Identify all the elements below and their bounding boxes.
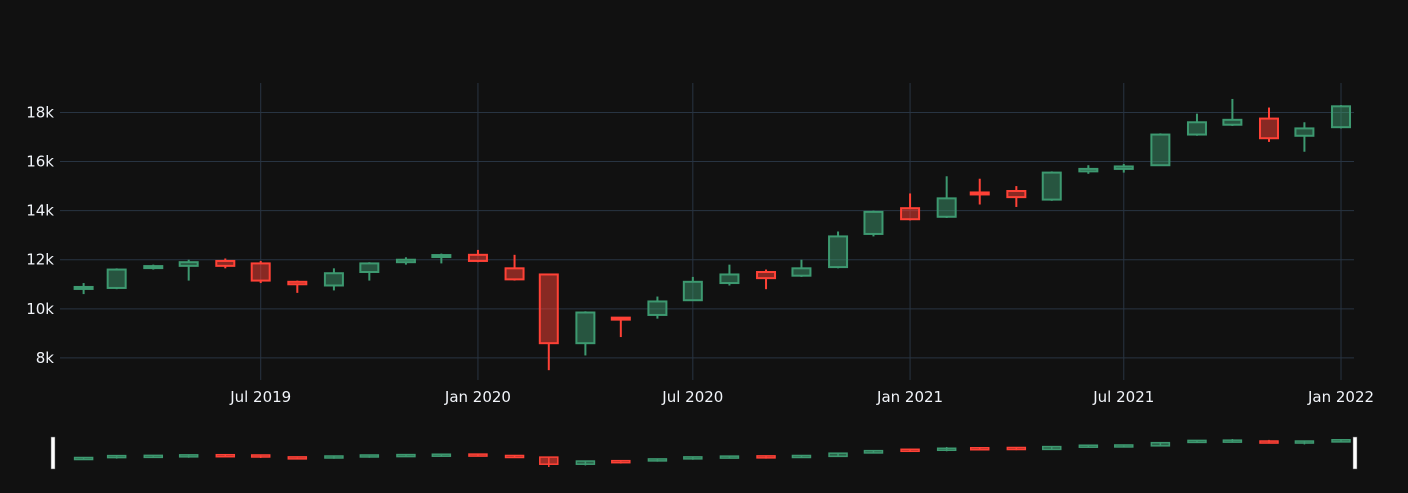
candle-increasing	[106, 268, 127, 290]
slider-candle	[324, 455, 344, 459]
slider-candle	[539, 456, 559, 467]
candle-increasing	[178, 259, 199, 281]
slider-candle	[504, 454, 525, 459]
slider-candle	[1187, 439, 1207, 444]
candle-increasing	[143, 264, 164, 270]
candle-increasing	[1041, 171, 1062, 201]
slider-candle	[250, 454, 271, 459]
slider-candle	[1259, 439, 1279, 444]
y-axis-ticks: 8k 10k 12k 14k 16k 18k	[26, 103, 54, 366]
y-tick-label: 8k	[36, 349, 55, 367]
slider-candle	[863, 449, 884, 454]
candle-increasing	[647, 296, 668, 319]
slider-candle	[1331, 439, 1351, 443]
slider-candle	[1150, 441, 1171, 447]
candle-increasing	[1222, 98, 1243, 126]
candle-decreasing	[900, 193, 921, 221]
slider-candle	[1006, 446, 1027, 451]
slider-candle	[1042, 445, 1062, 451]
candle-increasing	[719, 264, 740, 286]
slider-candle	[683, 456, 703, 460]
candle-decreasing	[756, 269, 777, 290]
x-tick-label: Jul 2019	[229, 388, 291, 406]
slider-candle	[969, 447, 990, 451]
slider-candle	[178, 454, 199, 458]
range-slider-candles	[73, 439, 1351, 467]
slider-candle	[396, 453, 416, 458]
slider-candle	[1294, 440, 1315, 445]
slider-candle	[359, 454, 380, 458]
candle-decreasing	[1258, 107, 1279, 142]
candle-increasing	[1150, 133, 1171, 167]
slider-candle	[1114, 444, 1134, 448]
candle-increasing	[431, 253, 452, 264]
candle-increasing	[863, 210, 884, 237]
slider-candle	[647, 458, 668, 462]
y-tick-label: 14k	[26, 202, 54, 220]
x-tick-label: Jan 2022	[1307, 388, 1374, 406]
slider-candle	[1222, 439, 1243, 443]
x-axis-ticks: Jul 2019 Jan 2020 Jul 2020 Jan 2021 Jul 2021…	[229, 388, 1374, 406]
candle-decreasing	[1006, 186, 1027, 207]
candle-decreasing	[610, 316, 631, 338]
range-slider[interactable]	[50, 436, 1358, 470]
slider-candle	[431, 453, 452, 457]
candle-decreasing	[538, 273, 559, 371]
candle-increasing	[791, 259, 812, 277]
slider-candle	[791, 454, 812, 459]
candle-decreasing	[215, 258, 236, 269]
candle-increasing	[575, 311, 596, 356]
slider-candle	[143, 454, 164, 459]
candle-increasing	[1113, 164, 1134, 173]
y-tick-label: 12k	[26, 251, 54, 269]
candle-increasing	[1331, 105, 1352, 129]
candle-decreasing	[504, 254, 525, 281]
slider-candle	[287, 456, 308, 460]
x-gridlines	[260, 83, 1342, 380]
candle-increasing	[323, 268, 344, 291]
slider-candle	[575, 460, 596, 466]
slider-candle	[611, 459, 631, 464]
slider-candle	[900, 448, 920, 453]
slider-candle	[719, 455, 740, 459]
candles	[73, 98, 1352, 371]
candle-decreasing	[287, 280, 308, 293]
range-slider-left-handle[interactable]	[50, 436, 56, 470]
slider-candle	[828, 452, 848, 458]
slider-candle	[106, 454, 127, 459]
x-tick-label: Jan 2020	[444, 388, 511, 406]
candle-increasing	[359, 262, 380, 281]
candle-increasing	[1186, 113, 1207, 136]
candle-increasing	[1294, 122, 1315, 152]
slider-candle	[468, 453, 488, 457]
candle-decreasing	[250, 260, 271, 284]
candle-decreasing	[969, 178, 990, 205]
slider-candle	[1078, 444, 1099, 448]
candle-increasing	[936, 176, 957, 218]
candle-increasing	[828, 231, 849, 269]
slider-candle	[73, 456, 94, 461]
slider-candle	[215, 453, 236, 458]
slider-candle	[936, 446, 957, 452]
x-tick-label: Jul 2021	[1092, 388, 1154, 406]
range-slider-right-handle[interactable]	[1352, 436, 1358, 470]
candle-increasing	[395, 257, 416, 265]
x-tick-label: Jan 2021	[876, 388, 943, 406]
y-gridlines	[60, 111, 1354, 359]
y-tick-label: 10k	[26, 300, 54, 318]
candle-increasing	[1078, 165, 1099, 174]
candle-decreasing	[467, 249, 488, 263]
x-tick-label: Jul 2020	[661, 388, 723, 406]
slider-candle	[756, 455, 776, 459]
y-tick-label: 18k	[26, 103, 54, 121]
candle-increasing	[73, 283, 94, 295]
candle-increasing	[682, 276, 703, 302]
y-tick-label: 16k	[26, 153, 54, 171]
